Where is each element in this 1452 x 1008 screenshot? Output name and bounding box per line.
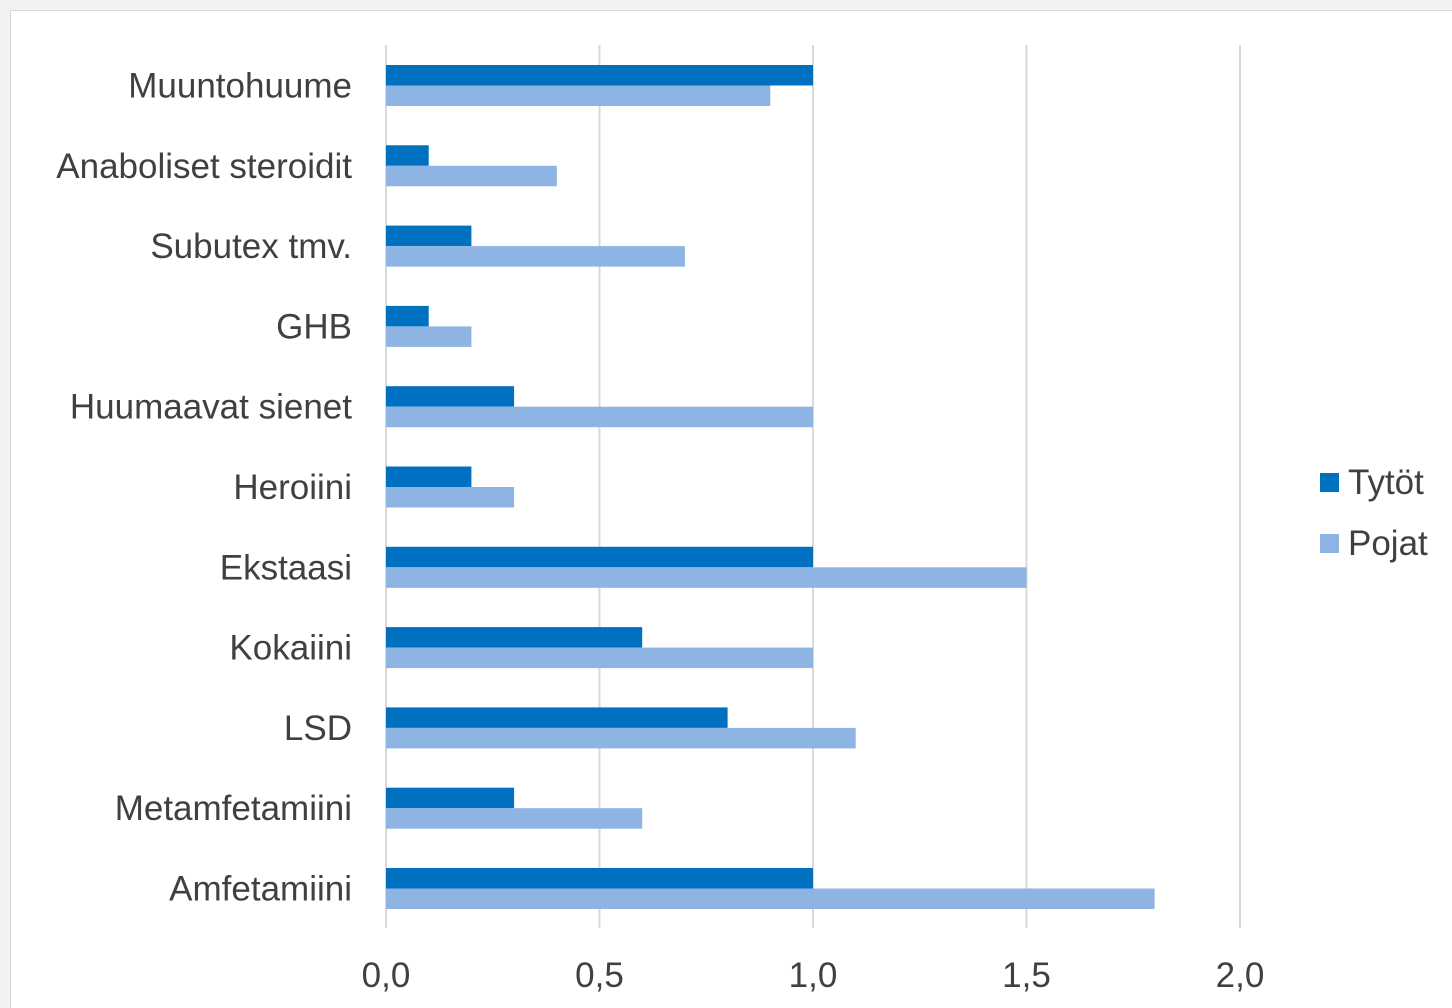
category-label: Kokaiini xyxy=(229,629,352,668)
bar-series-2 xyxy=(386,165,557,187)
category-label: Metamfetamiini xyxy=(115,789,352,828)
x-tick-label: 2,0 xyxy=(1216,956,1265,995)
bar-series-1 xyxy=(386,707,728,728)
bar-series-2 xyxy=(386,727,856,749)
bar-series-2 xyxy=(386,85,771,106)
bar-series-2 xyxy=(386,647,813,669)
bar-series-1 xyxy=(386,787,515,809)
legend: Tytöt Pojat xyxy=(1320,463,1428,563)
legend-swatch xyxy=(1320,473,1339,492)
x-tick-label: 0,0 xyxy=(362,956,411,995)
bar-series-1 xyxy=(386,627,643,648)
bar-series-2 xyxy=(386,808,643,829)
bar-series-1 xyxy=(386,546,813,568)
category-label: Anaboliset steroidit xyxy=(56,147,352,186)
x-tick-labels: 0,0 0,5 1,0 1,5 2,0 xyxy=(362,956,1265,995)
category-label: Ekstaasi xyxy=(220,548,352,587)
bar-series-1 xyxy=(386,65,813,86)
category-label: Heroiini xyxy=(233,468,352,507)
bar-series-1 xyxy=(386,868,813,889)
bar-series-1 xyxy=(386,145,429,166)
x-tick-label: 0,5 xyxy=(575,956,624,995)
category-labels: Muuntohuume Anaboliset steroidit Subutex t… xyxy=(56,67,352,909)
bar-series-2 xyxy=(386,888,1155,909)
legend-label: Pojat xyxy=(1348,524,1428,563)
category-label: Muuntohuume xyxy=(128,67,352,106)
x-tick-label: 1,0 xyxy=(789,956,838,995)
bar-series-1 xyxy=(386,466,472,487)
legend-label: Tytöt xyxy=(1348,463,1424,502)
category-label: Subutex tmv. xyxy=(150,227,352,266)
bar-series-1 xyxy=(386,225,472,247)
bar-series-1 xyxy=(386,305,429,327)
bar-series-2 xyxy=(386,326,472,347)
bar-series-2 xyxy=(386,246,685,267)
legend-swatch xyxy=(1320,534,1339,553)
bar-series-2 xyxy=(386,406,813,428)
x-tick-label: 1,5 xyxy=(1002,956,1051,995)
category-label: Huumaavat sienet xyxy=(70,388,352,427)
category-label: LSD xyxy=(284,709,352,748)
category-label: Amfetamiini xyxy=(169,870,352,909)
bars xyxy=(386,65,1155,909)
bar-series-2 xyxy=(386,567,1027,588)
bar-series-1 xyxy=(386,386,515,407)
chart-frame xyxy=(10,10,1452,1008)
category-label: GHB xyxy=(276,307,352,346)
bar-series-2 xyxy=(386,487,515,508)
